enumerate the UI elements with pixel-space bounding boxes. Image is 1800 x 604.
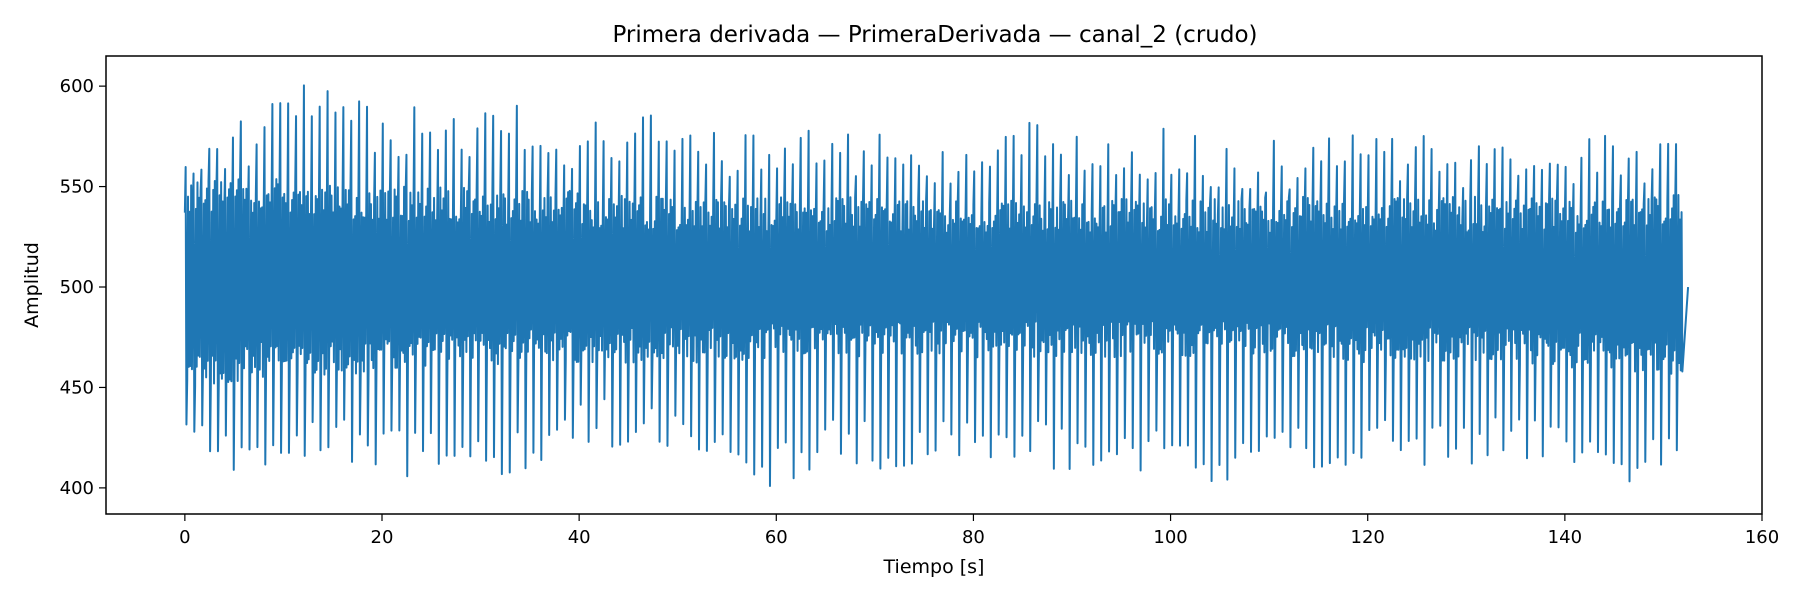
x-tick-label: 100 — [1153, 527, 1187, 548]
y-tick-label: 450 — [60, 377, 94, 398]
y-axis-label: Amplitud — [21, 242, 43, 328]
x-tick-label: 160 — [1745, 527, 1779, 548]
y-tick-label: 550 — [60, 177, 94, 198]
x-tick-label: 120 — [1351, 527, 1385, 548]
plot-area — [183, 84, 1690, 487]
x-axis: 0 20 40 60 80 100 120 140 160 — [179, 514, 1779, 548]
x-tick-label: 80 — [962, 527, 985, 548]
plot-frame — [105, 55, 1763, 515]
y-tick-label: 500 — [60, 277, 94, 298]
y-tick-label: 400 — [60, 478, 94, 499]
x-tick-label: 40 — [568, 527, 591, 548]
x-axis-label: Tiempo [s] — [883, 556, 985, 578]
chart-title: Primera derivada — PrimeraDerivada — can… — [612, 22, 1257, 48]
x-tick-label: 20 — [371, 527, 394, 548]
y-tick-label: 600 — [60, 76, 94, 97]
x-tick-label: 60 — [765, 527, 788, 548]
x-tick-label: 140 — [1548, 527, 1582, 548]
series-line — [183, 84, 1690, 487]
x-tick-label: 0 — [179, 527, 190, 548]
y-axis: 400 450 500 550 600 — [60, 76, 106, 499]
